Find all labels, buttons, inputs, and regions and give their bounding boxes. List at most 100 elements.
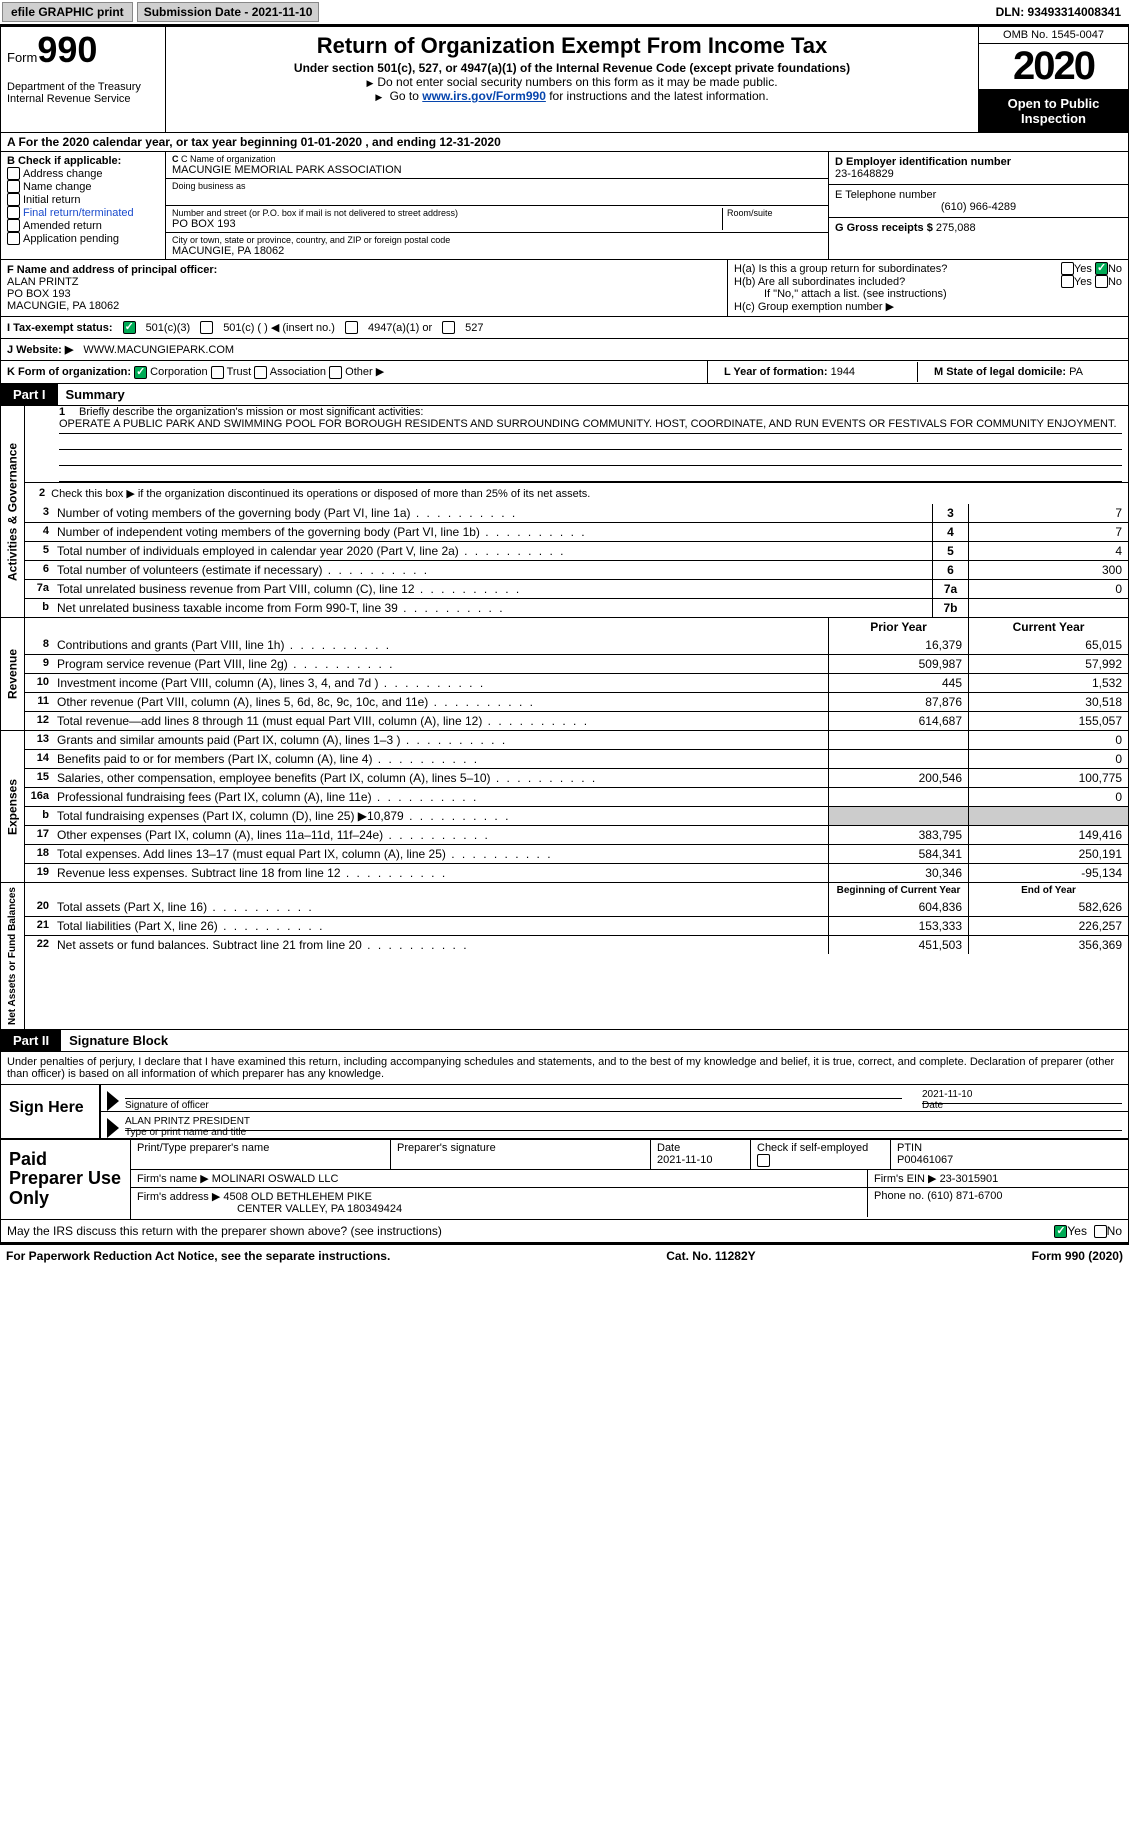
hdr-end: End of Year (968, 883, 1128, 898)
chk-trust[interactable] (211, 366, 224, 379)
txt-yes2: Yes (1074, 276, 1092, 288)
note2-post: for instructions and the latest informat… (546, 89, 769, 103)
chk-4947[interactable] (345, 321, 358, 334)
prep-date: Date2021-11-10 (651, 1140, 751, 1169)
chk-pending[interactable] (7, 232, 20, 245)
chk-final[interactable] (7, 206, 20, 219)
chk-hb-yes[interactable] (1061, 275, 1074, 288)
lbl-city: City or town, state or province, country… (172, 235, 822, 245)
cell-current: 356,369 (968, 936, 1128, 954)
tax-year: 2020 (979, 44, 1128, 90)
ptin-val: P00461067 (897, 1154, 1122, 1166)
chk-501c[interactable] (200, 321, 213, 334)
prep-selfemp-lbl: Check if self-employed (757, 1142, 868, 1154)
lbl-officer: F Name and address of principal officer: (7, 264, 721, 276)
cell-prior: 30,346 (828, 864, 968, 882)
chk-amended[interactable] (7, 219, 20, 232)
chk-corp[interactable] (134, 366, 147, 379)
footer-right: Form 990 (2020) (1032, 1249, 1123, 1263)
hdr-current: Current Year (968, 618, 1128, 636)
line-num: 6 (25, 561, 53, 579)
chk-ha-yes[interactable] (1061, 262, 1074, 275)
line-desc: Grants and similar amounts paid (Part IX… (53, 731, 828, 749)
opt-name: Name change (23, 181, 92, 193)
org-name: MACUNGIE MEMORIAL PARK ASSOCIATION (172, 164, 822, 176)
paid-preparer-label: Paid Preparer Use Only (1, 1140, 131, 1219)
instructions-link-line: Go to www.irs.gov/Form990 for instructio… (170, 89, 974, 103)
mission-text: OPERATE A PUBLIC PARK AND SWIMMING POOL … (59, 418, 1122, 434)
line-num: 21 (25, 917, 53, 935)
line-num: 15 (25, 769, 53, 787)
data-line: 9Program service revenue (Part VIII, lin… (25, 654, 1128, 673)
efile-button[interactable]: efile GRAPHIC print (2, 2, 133, 22)
data-line: 17Other expenses (Part IX, column (A), l… (25, 825, 1128, 844)
line-desc: Total fundraising expenses (Part IX, col… (53, 807, 828, 825)
opt-address: Address change (23, 168, 103, 180)
lbl-l: L Year of formation: (724, 366, 828, 378)
chk-other[interactable] (329, 366, 342, 379)
cell-current: 100,775 (968, 769, 1128, 787)
submission-date: Submission Date - 2021-11-10 (137, 2, 320, 22)
chk-selfemp[interactable] (757, 1154, 770, 1167)
chk-discuss-yes[interactable] (1054, 1225, 1067, 1238)
data-line: 22Net assets or fund balances. Subtract … (25, 935, 1128, 954)
data-line: 19Revenue less expenses. Subtract line 1… (25, 863, 1128, 882)
line-val: 0 (968, 580, 1128, 598)
cell-current: 582,626 (968, 898, 1128, 916)
officer-name: ALAN PRINTZ (7, 276, 721, 288)
gov-line: 4Number of independent voting members of… (25, 522, 1128, 541)
opt-final: Final return/terminated (23, 207, 134, 219)
open-to-public: Open to Public Inspection (979, 90, 1128, 132)
chk-discuss-no[interactable] (1094, 1225, 1107, 1238)
txt-other: Other ▶ (345, 366, 384, 378)
cell-prior: 383,795 (828, 826, 968, 844)
chk-ha-no[interactable] (1095, 262, 1108, 275)
chk-hb-no[interactable] (1095, 275, 1108, 288)
lbl-hb: H(b) Are all subordinates included? (734, 276, 1061, 288)
chk-address-change[interactable] (7, 167, 20, 180)
chk-assoc[interactable] (254, 366, 267, 379)
txt-corp: Corporation (150, 366, 207, 378)
data-line: 8Contributions and grants (Part VIII, li… (25, 636, 1128, 654)
line-desc: Total revenue—add lines 8 through 11 (mu… (53, 712, 828, 730)
city: MACUNGIE, PA 18062 (172, 245, 822, 257)
opt-amended: Amended return (23, 220, 102, 232)
chk-527[interactable] (442, 321, 455, 334)
section-expenses: Expenses 13Grants and similar amounts pa… (0, 731, 1129, 883)
hdr-begin: Beginning of Current Year (828, 883, 968, 898)
gov-line: 7aTotal unrelated business revenue from … (25, 579, 1128, 598)
firm-name: MOLINARI OSWALD LLC (212, 1173, 339, 1185)
lbl-j: J Website: ▶ (7, 343, 73, 356)
data-line: 14Benefits paid to or for members (Part … (25, 749, 1128, 768)
line-desc: Number of independent voting members of … (53, 523, 932, 541)
line-num: 13 (25, 731, 53, 749)
section-netassets: Net Assets or Fund Balances Beginning of… (0, 883, 1129, 1030)
part1-tag: Part I (1, 384, 58, 405)
cell-current: 30,518 (968, 693, 1128, 711)
sign-here-label: Sign Here (1, 1085, 101, 1138)
prep-name-hdr: Print/Type preparer's name (131, 1140, 391, 1169)
chk-501c3[interactable] (123, 321, 136, 334)
cell-current: 0 (968, 750, 1128, 768)
firm-ein: 23-3015901 (940, 1173, 999, 1185)
part2-title: Signature Block (61, 1030, 1128, 1051)
line-desc: Number of voting members of the governin… (53, 504, 932, 522)
line-box: 7b (932, 599, 968, 617)
lbl-phone: E Telephone number (835, 189, 1122, 201)
prep-sig-hdr: Preparer's signature (391, 1140, 651, 1169)
dept-treasury: Department of the Treasury (7, 81, 159, 93)
irs-link[interactable]: www.irs.gov/Form990 (422, 89, 546, 103)
line-num: 8 (25, 636, 53, 654)
chk-initial[interactable] (7, 193, 20, 206)
lbl-i: I Tax-exempt status: (7, 322, 113, 334)
discuss-row: May the IRS discuss this return with the… (0, 1220, 1129, 1243)
cell-current: 226,257 (968, 917, 1128, 935)
data-line: 10Investment income (Part VIII, column (… (25, 673, 1128, 692)
vlabel-expenses: Expenses (1, 731, 25, 882)
chk-name-change[interactable] (7, 180, 20, 193)
line-desc: Investment income (Part VIII, column (A)… (53, 674, 828, 692)
line-num: 20 (25, 898, 53, 916)
officer-printed-name: ALAN PRINTZ PRESIDENT (125, 1116, 1122, 1127)
txt-no: No (1108, 263, 1122, 275)
txt-527: 527 (465, 322, 483, 334)
